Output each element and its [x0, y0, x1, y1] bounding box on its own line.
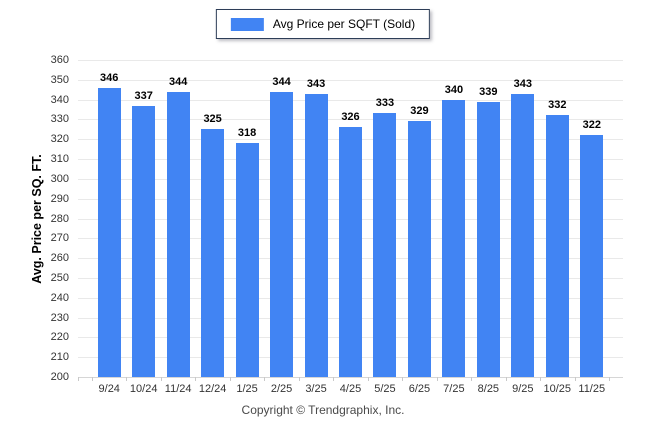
x-tick-label: 9/24	[98, 383, 120, 395]
bar-value-label: 339	[479, 85, 498, 98]
y-tick-label: 350	[50, 73, 69, 86]
x-axis-tick	[609, 377, 610, 381]
gridline	[78, 79, 623, 81]
x-tick-label: 11/24	[164, 383, 192, 395]
bar-value-label: 344	[272, 75, 291, 88]
x-axis-tick	[92, 377, 93, 381]
bar-value-label: 326	[341, 111, 360, 124]
x-tick-label: 3/25	[305, 383, 327, 395]
y-tick-label: 210	[50, 351, 69, 364]
x-axis-tick	[78, 377, 79, 381]
x-axis-tick	[574, 377, 576, 381]
x-axis-tick	[367, 377, 369, 381]
bar-value-label: 344	[168, 75, 188, 88]
x-tick-label: 12/24	[198, 383, 227, 395]
bar-value-label: 346	[100, 71, 119, 84]
bar-value-label: 337	[134, 89, 153, 102]
bar	[545, 115, 569, 377]
y-tick-label: 230	[50, 311, 69, 324]
y-tick-label: 200	[50, 371, 69, 383]
bar	[373, 113, 397, 377]
bar-value-label: 333	[375, 97, 395, 110]
copyright-text: Copyright © Trendgraphix, Inc.	[241, 403, 405, 417]
x-axis-tick	[195, 377, 197, 381]
y-tick-label: 270	[50, 232, 69, 245]
bar	[132, 105, 156, 377]
bar	[339, 127, 362, 377]
x-axis-tick	[298, 377, 300, 381]
bar-value-label: 318	[237, 127, 257, 140]
x-tick-label: 2/25	[270, 383, 293, 395]
x-tick-label: 9/25	[512, 383, 534, 395]
x-axis-tick	[471, 377, 473, 381]
x-tick-label: 5/25	[374, 383, 396, 395]
x-axis-tick	[540, 377, 542, 381]
x-axis-tick	[229, 377, 231, 381]
y-tick-label: 300	[50, 172, 69, 185]
y-tick-label: 330	[50, 113, 69, 126]
y-tick-label: 280	[50, 212, 69, 225]
gridline	[78, 377, 623, 378]
x-tick-label: 1/25	[236, 383, 258, 395]
x-tick-label: 8/25	[477, 383, 500, 395]
y-axis-title: Avg. Price per SQ. FT.	[30, 154, 44, 284]
y-tick-label: 220	[50, 331, 69, 344]
x-axis-tick	[126, 377, 128, 381]
bar	[304, 93, 328, 377]
bar-value-label: 329	[410, 105, 429, 118]
x-axis-tick	[160, 377, 162, 381]
y-tick-label: 340	[50, 93, 69, 106]
y-tick-label: 310	[50, 153, 69, 166]
legend-label: Avg Price per SQFT (Sold)	[272, 17, 416, 31]
bar-value-label: 343	[513, 77, 532, 90]
x-axis-tick	[402, 377, 404, 381]
bar	[166, 91, 190, 377]
bar-value-label: 343	[306, 77, 326, 90]
plot-area: 200 210 220 230 240 250 260 270 280 290 300 310 320 3…	[51, 54, 623, 395]
y-tick-label: 260	[50, 252, 69, 265]
x-tick-label: 10/25	[543, 383, 572, 395]
y-tick-label: 250	[50, 271, 69, 284]
x-tick-label: 4/25	[339, 383, 362, 395]
x-tick-label: 10/24	[129, 383, 158, 395]
bar	[97, 87, 121, 377]
x-tick-label: 6/25	[408, 383, 431, 395]
bar	[580, 135, 604, 377]
x-axis-tick	[264, 377, 266, 381]
bar	[442, 99, 466, 377]
legend-swatch	[230, 17, 264, 31]
gridline	[78, 119, 623, 121]
bar	[270, 91, 294, 377]
bar	[235, 143, 259, 377]
legend: Avg Price per SQFT (Sold)	[215, 9, 431, 39]
bar-value-label: 332	[548, 99, 567, 112]
bar-value-label: 340	[444, 83, 464, 96]
x-tick-label: 7/25	[443, 383, 465, 395]
y-tick-label: 290	[50, 192, 69, 205]
bar	[476, 101, 500, 377]
bar	[201, 129, 225, 377]
x-tick-label: 11/25	[578, 383, 606, 395]
bar-value-label: 322	[582, 119, 601, 132]
x-axis-tick	[436, 377, 438, 381]
gridline	[78, 60, 623, 61]
y-tick-label: 360	[50, 54, 69, 66]
bar	[407, 121, 431, 377]
x-axis-tick	[505, 377, 507, 381]
bar-value-label: 325	[203, 113, 222, 126]
y-tick-label: 240	[50, 291, 69, 304]
y-tick-label: 320	[50, 133, 69, 146]
gridline	[78, 99, 623, 101]
bar	[511, 93, 535, 377]
x-axis-tick	[333, 377, 335, 381]
